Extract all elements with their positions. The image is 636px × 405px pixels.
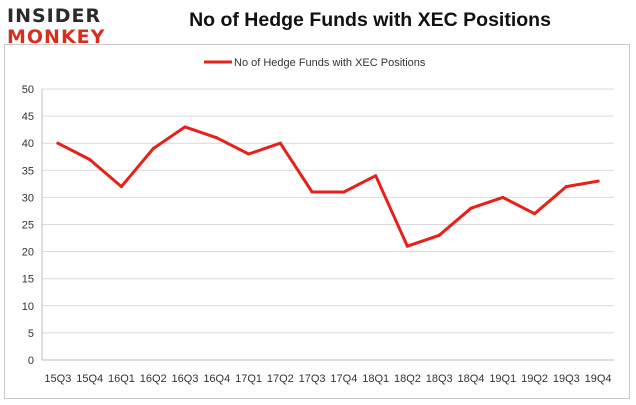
series-line [56, 125, 600, 248]
x-tick-label: 18Q2 [394, 373, 421, 385]
x-tick-label: 16Q3 [172, 373, 199, 385]
data-point [215, 136, 219, 140]
chart-frame [4, 44, 630, 399]
x-tick-label: 17Q3 [299, 373, 326, 385]
axes [41, 89, 614, 361]
data-point [183, 125, 187, 129]
x-tick-label: 18Q3 [426, 373, 453, 385]
y-tick-label: 15 [22, 274, 34, 286]
logo-text-top: INSIDER [7, 5, 102, 27]
chart-title: No of Hedge Funds with XEC Positions [189, 9, 551, 31]
x-tick-label: 18Q1 [362, 373, 389, 385]
insider-monkey-logo: INSIDER MONKEY [7, 6, 117, 50]
data-point [278, 141, 282, 145]
y-tick-label: 35 [22, 165, 34, 177]
x-tick-label: 17Q4 [330, 373, 357, 385]
y-tick-label: 20 [22, 247, 34, 259]
x-tick-label: 16Q1 [108, 373, 135, 385]
data-point [405, 244, 409, 248]
y-axis-ticks: 0 5 10 15 20 25 30 35 40 45 50 [22, 84, 34, 367]
y-tick-label: 5 [28, 328, 34, 340]
x-tick-label: 19Q4 [585, 373, 612, 385]
data-point [56, 141, 60, 145]
data-point [88, 157, 92, 161]
y-tick-label: 50 [22, 84, 34, 96]
x-tick-label: 19Q2 [521, 373, 548, 385]
x-tick-label: 17Q1 [235, 373, 262, 385]
data-point [501, 195, 505, 199]
y-tick-label: 10 [22, 301, 34, 313]
x-tick-label: 15Q4 [76, 373, 103, 385]
y-tick-label: 45 [22, 111, 34, 123]
x-tick-label: 16Q4 [203, 373, 230, 385]
legend: No of Hedge Funds with XEC Positions [204, 57, 426, 69]
data-point [119, 185, 123, 189]
data-point [151, 147, 155, 151]
y-tick-label: 40 [22, 138, 34, 150]
data-point [437, 233, 441, 237]
x-axis-ticks: 15Q3 15Q4 16Q1 16Q2 16Q3 16Q4 17Q1 17Q2 17Q3 17Q4… [44, 373, 611, 385]
logo-text-bottom: MONKEY [7, 26, 106, 48]
data-point [310, 190, 314, 194]
y-tick-label: 0 [28, 355, 34, 367]
data-point [564, 185, 568, 189]
x-tick-label: 15Q3 [44, 373, 71, 385]
x-tick-label: 16Q2 [140, 373, 167, 385]
data-point [342, 190, 346, 194]
x-tick-label: 17Q2 [267, 373, 294, 385]
y-tick-label: 25 [22, 220, 34, 232]
series-group [56, 125, 600, 248]
data-point [596, 179, 600, 183]
legend-label: No of Hedge Funds with XEC Positions [234, 57, 426, 69]
data-point [533, 212, 537, 216]
x-tick-label: 19Q3 [553, 373, 580, 385]
x-tick-label: 18Q4 [458, 373, 485, 385]
data-point [374, 174, 378, 178]
y-tick-label: 30 [22, 192, 34, 204]
data-point [247, 152, 251, 156]
gridlines [42, 88, 614, 334]
x-tick-label: 19Q1 [489, 373, 516, 385]
data-point [469, 206, 473, 210]
